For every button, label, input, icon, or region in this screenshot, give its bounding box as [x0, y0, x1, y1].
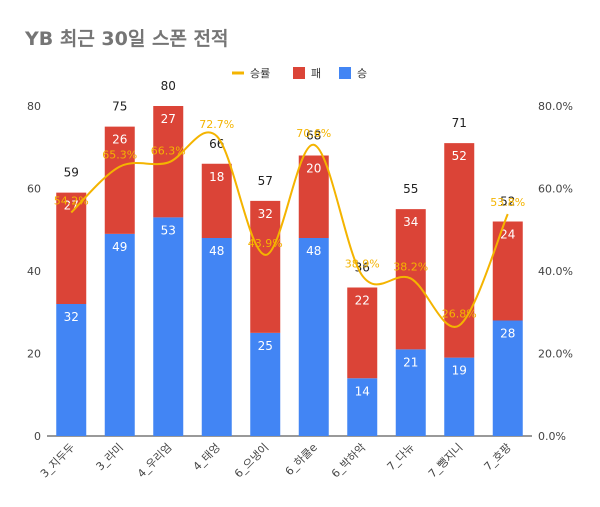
- legend-label-2: 승: [357, 67, 367, 80]
- bar-loss-label: 18: [209, 170, 224, 184]
- bar-loss-label: 20: [306, 162, 321, 176]
- rate-label: 26.8%: [442, 307, 477, 320]
- bar-total-label: 68: [306, 129, 321, 143]
- bar-win: [56, 304, 87, 436]
- rate-label: 72.7%: [199, 118, 234, 131]
- bar-loss: [104, 126, 135, 234]
- y-tick-label: 80: [27, 100, 41, 113]
- bar-loss: [201, 163, 232, 238]
- bar-loss-label: 24: [500, 228, 515, 242]
- rate-label: 70.6%: [296, 127, 331, 140]
- x-tick-label: 3_라미: [94, 441, 126, 473]
- series-line-rate: [70, 131, 509, 328]
- rate-label: 38.9%: [345, 258, 380, 271]
- y2-tick-label: 40.0%: [538, 265, 573, 278]
- x-tick-label: 6_으냉이: [232, 441, 271, 480]
- bar-total-label: 59: [64, 166, 79, 180]
- bar-win: [201, 238, 232, 436]
- bar-win-label: 49: [112, 240, 127, 254]
- y2-tick-label: 80.0%: [538, 100, 573, 113]
- bar-loss-label: 22: [355, 294, 370, 308]
- rate-label: 65.3%: [102, 149, 137, 162]
- bar-total-label: 71: [452, 116, 467, 130]
- bar-win: [444, 357, 475, 436]
- x-tick-label: 7_호팡: [482, 441, 514, 473]
- bar-win: [395, 349, 426, 436]
- bar-loss-label: 34: [403, 215, 418, 229]
- bar-loss: [347, 287, 378, 379]
- bar-loss-label: 52: [452, 149, 467, 163]
- rate-label: 66.3%: [151, 145, 186, 158]
- y2-tick-label: 0.0%: [538, 430, 566, 443]
- bar-total-label: 80: [161, 79, 176, 93]
- bar-total-label: 75: [112, 100, 127, 114]
- bar-win-label: 21: [403, 355, 418, 369]
- y-tick-label: 60: [27, 183, 41, 196]
- x-tick-label: 3_지두두: [38, 441, 77, 480]
- x-tick-label: 6_하쿨e: [282, 440, 320, 478]
- y-tick-label: 20: [27, 348, 41, 361]
- bar-total-label: 57: [258, 174, 273, 188]
- x-tick-label: 4_우리엄: [135, 441, 174, 480]
- bar-loss-label: 32: [258, 207, 273, 221]
- x-tick-label: 7_뺑지니: [426, 441, 465, 480]
- bar-win-label: 19: [452, 364, 467, 378]
- bar-loss: [492, 221, 523, 321]
- bar-loss: [250, 200, 281, 333]
- bar-loss: [444, 143, 475, 358]
- bar-win-label: 25: [258, 339, 273, 353]
- bar-win-label: 53: [161, 223, 176, 237]
- bar-loss: [298, 155, 329, 238]
- bar-loss-label: 26: [112, 133, 127, 147]
- bar-win: [104, 233, 135, 436]
- bar-win-label: 48: [209, 244, 224, 258]
- bar-win: [153, 217, 184, 436]
- y-tick-label: 0: [34, 430, 41, 443]
- x-tick-label: 7_다뉴: [385, 441, 417, 473]
- bar-win: [298, 238, 329, 436]
- rate-label: 43.9%: [248, 237, 283, 250]
- bar-win-label: 14: [355, 384, 370, 398]
- bar-loss-label: 27: [161, 112, 176, 126]
- y-tick-label: 40: [27, 265, 41, 278]
- bar-win: [347, 378, 378, 436]
- bar-win-label: 32: [64, 310, 79, 324]
- bar-win-label: 28: [500, 327, 515, 341]
- rate-label: 38.2%: [393, 260, 428, 273]
- rate-label: 53.8%: [490, 196, 525, 209]
- chart-title: YB 최근 30일 스폰 전적: [25, 28, 229, 50]
- bar-total-label: 55: [403, 182, 418, 196]
- x-tick-label: 4_태엉: [191, 441, 223, 473]
- bar-win: [250, 332, 281, 436]
- y2-tick-label: 20.0%: [538, 348, 573, 361]
- bar-total-label: 52: [500, 195, 515, 209]
- bar-win: [492, 320, 523, 436]
- legend-label-1: 패: [311, 67, 321, 80]
- x-tick-label: 6_박하악: [328, 440, 368, 480]
- rate-label: 54.2%: [54, 194, 89, 207]
- y2-tick-label: 60.0%: [538, 183, 573, 196]
- legend-label-0: 승률: [250, 67, 270, 80]
- legend-swatch-2: [339, 67, 351, 79]
- legend-swatch-1: [293, 67, 305, 79]
- bar-win-label: 48: [306, 244, 321, 258]
